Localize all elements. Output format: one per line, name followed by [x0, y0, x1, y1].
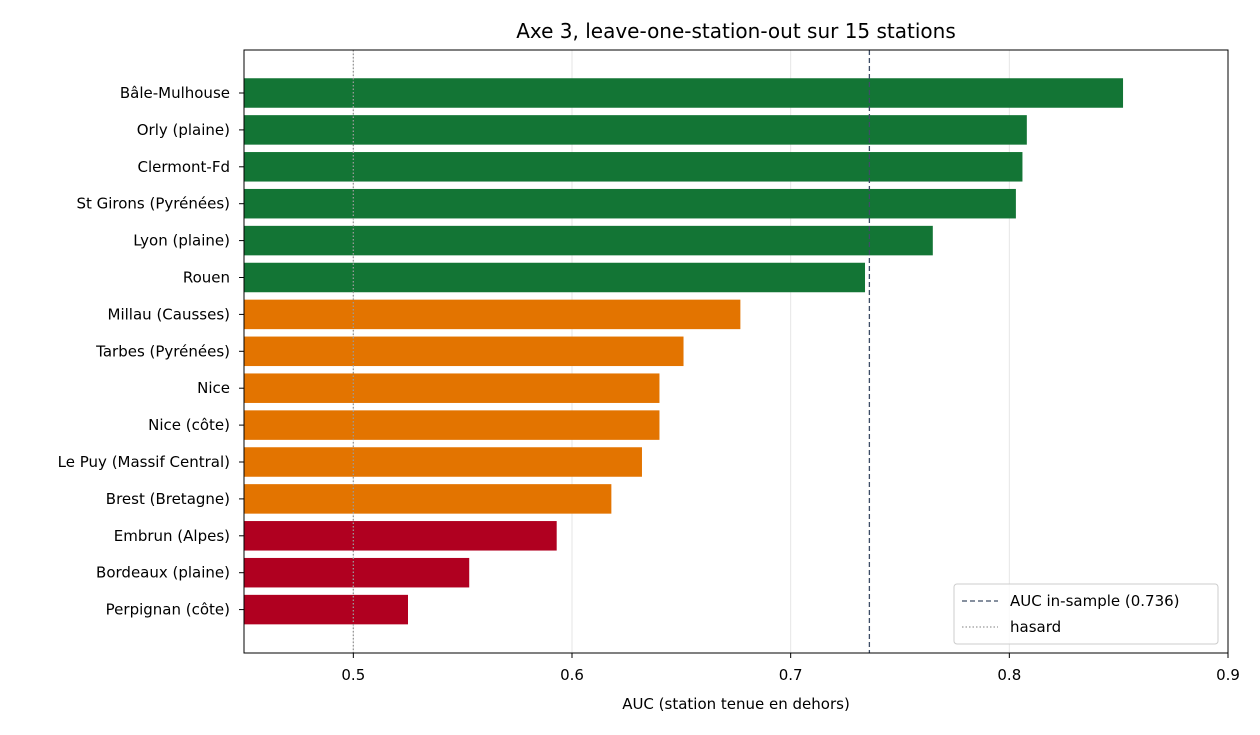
- bar: [244, 484, 612, 514]
- y-tick-label: Nice: [197, 379, 230, 397]
- reference-lines: [352, 50, 871, 653]
- x-tick-label: 0.5: [341, 666, 365, 684]
- bar: [244, 447, 642, 477]
- legend-frame: [953, 583, 1219, 645]
- bar: [244, 410, 660, 440]
- y-tick-label: Millau (Causses): [108, 305, 230, 323]
- bar: [244, 594, 408, 625]
- chart-title: Axe 3, leave-one-station-out sur 15 stat…: [516, 19, 956, 43]
- y-tick-label: Embrun (Alpes): [114, 527, 230, 545]
- bar: [244, 557, 470, 588]
- x-tick-label: 0.6: [560, 666, 584, 684]
- legend-label-hasard: hasard: [1010, 618, 1061, 636]
- bar: [244, 262, 866, 293]
- legend: AUC in-sample (0.736) hasard: [953, 583, 1219, 645]
- y-tick-label: Perpignan (côte): [106, 601, 230, 619]
- bar: [244, 336, 684, 367]
- y-tick-label: Rouen: [183, 269, 230, 287]
- y-axis: Bâle-Mulhouse Orly (plaine) Clermont-Fd St …: [58, 84, 244, 619]
- x-axis-label: AUC (station tenue en dehors): [622, 695, 850, 713]
- x-tick-label: 0.8: [997, 666, 1021, 684]
- y-tick-label: Tarbes (Pyrénées): [95, 342, 230, 360]
- bar: [244, 521, 557, 551]
- y-tick-label: Lyon (plaine): [133, 232, 230, 250]
- x-tick-label: 0.7: [779, 666, 803, 684]
- y-tick-label: Bordeaux (plaine): [96, 564, 230, 582]
- x-axis: 0.5 0.6 0.7 0.8 0.9: [341, 653, 1240, 684]
- bar: [244, 299, 741, 330]
- bar: [244, 373, 660, 403]
- y-tick-label: Clermont-Fd: [137, 158, 230, 176]
- y-tick-label: Brest (Bretagne): [106, 490, 230, 508]
- y-tick-label: Nice (côte): [148, 416, 230, 434]
- y-tick-label: St Girons (Pyrénées): [76, 195, 230, 213]
- bar: [244, 225, 933, 256]
- x-tick-label: 0.9: [1216, 666, 1240, 684]
- y-tick-label: Bâle-Mulhouse: [120, 84, 230, 102]
- bar: [244, 188, 1016, 219]
- y-tick-label: Orly (plaine): [137, 121, 230, 139]
- bar: [244, 78, 1124, 108]
- bar: [244, 115, 1027, 145]
- y-tick-label: Le Puy (Massif Central): [58, 453, 230, 471]
- legend-label-in-sample: AUC in-sample (0.736): [1010, 592, 1180, 610]
- bars: [244, 78, 1124, 625]
- bar: [244, 152, 1023, 182]
